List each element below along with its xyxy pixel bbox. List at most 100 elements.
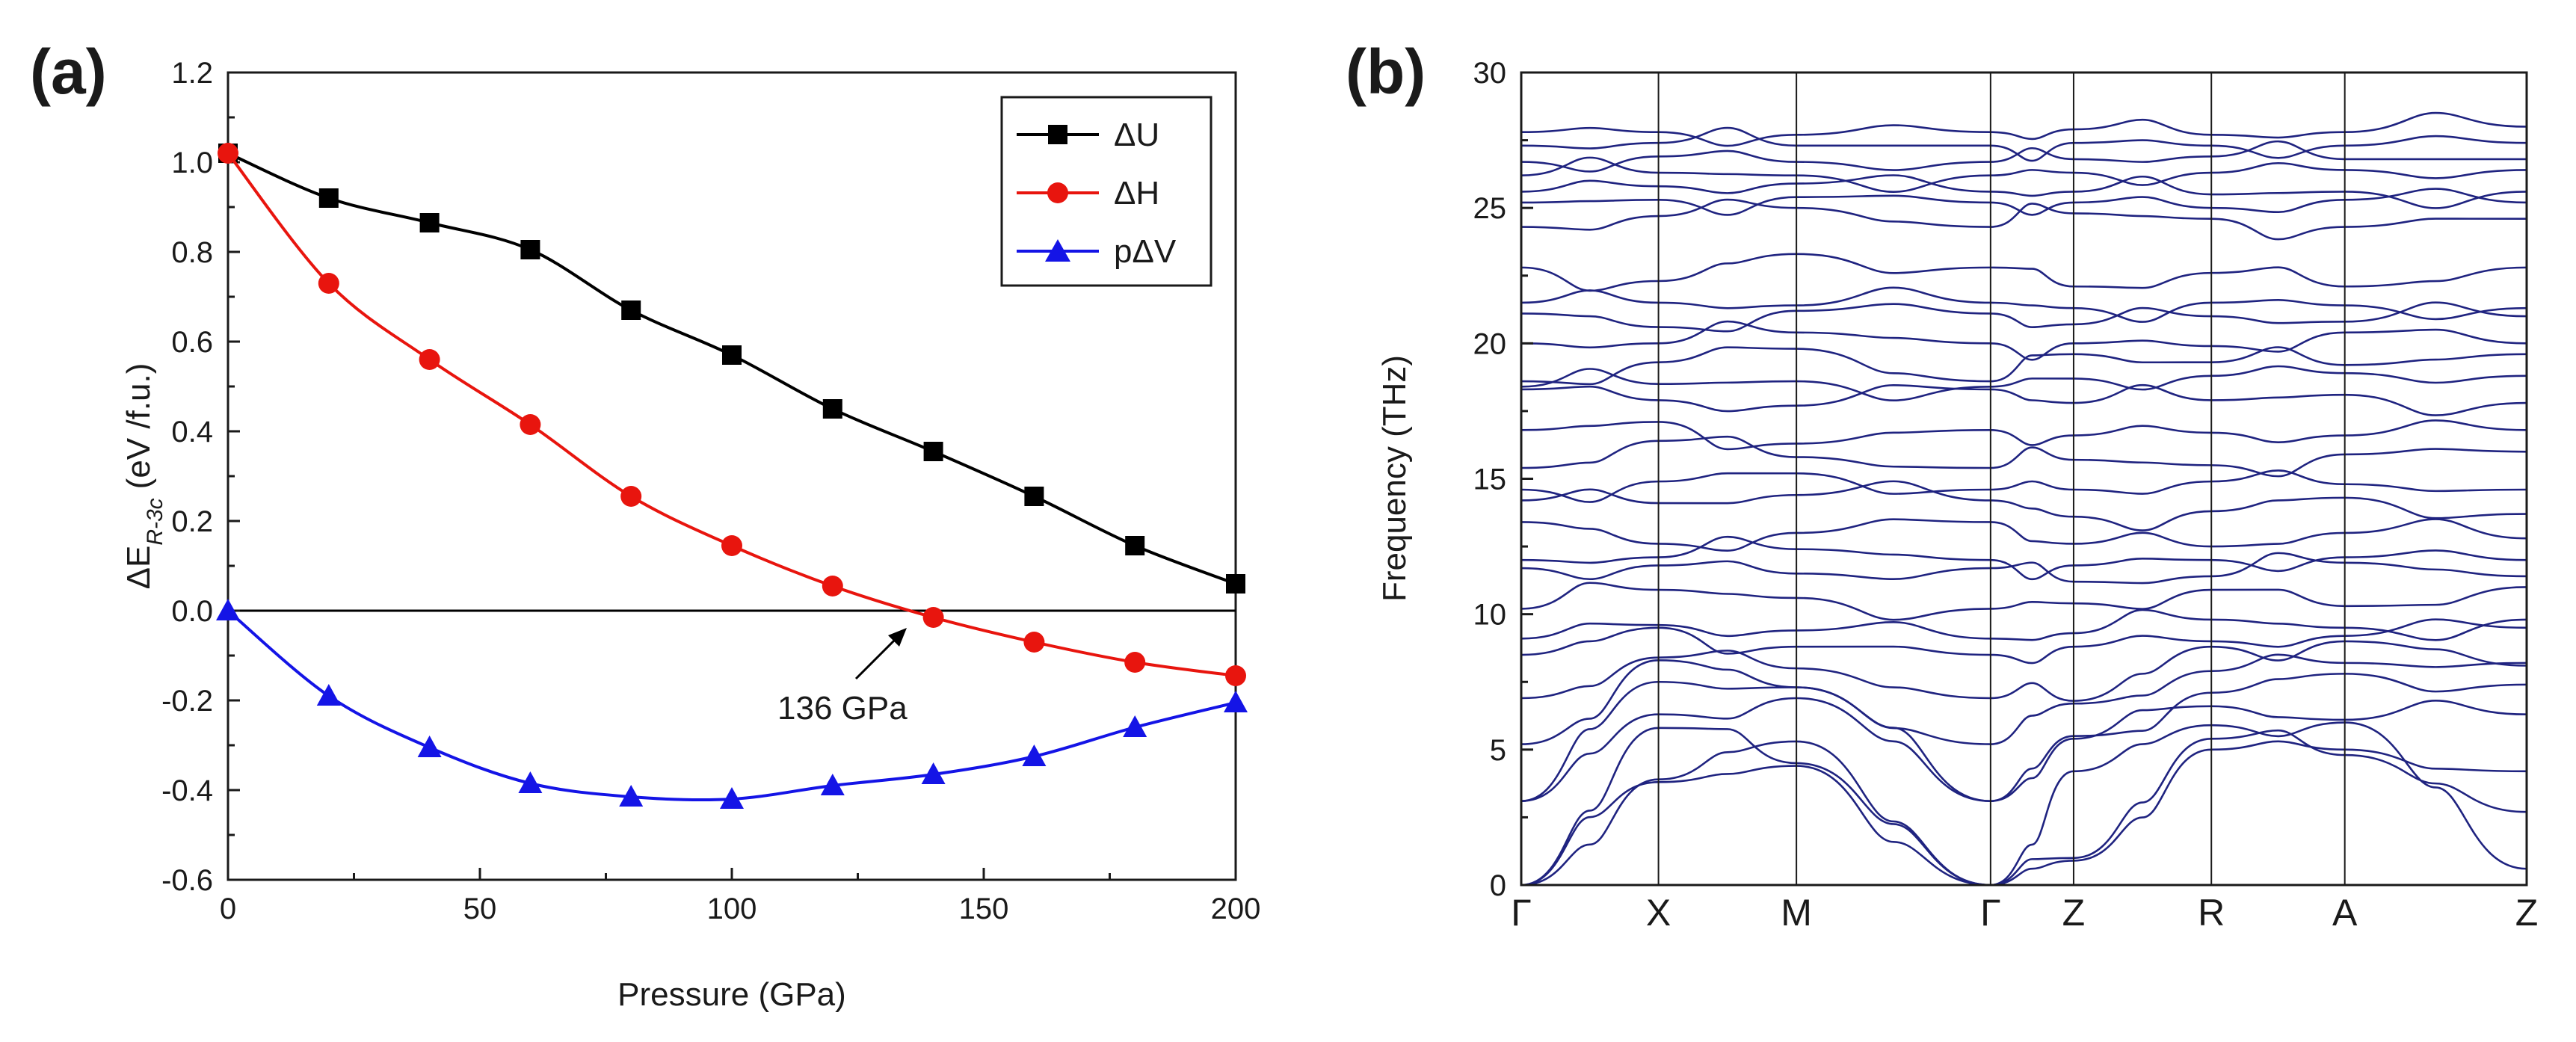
data-point-pdv <box>720 787 744 809</box>
panel-a-legend: ΔU ΔH pΔV <box>1000 96 1212 287</box>
y-tick-label: 10 <box>1473 599 1507 632</box>
legend-label-pdv: pΔV <box>1114 233 1177 270</box>
kpoint-label: Z <box>2515 892 2539 934</box>
phonon-band <box>1520 535 2527 581</box>
phonon-band <box>1520 188 2527 216</box>
data-point-du <box>822 399 842 419</box>
phonon-band <box>1520 729 2527 887</box>
data-point-dh <box>318 273 339 294</box>
data-point-pdv <box>1123 715 1147 737</box>
data-point-dh <box>922 607 944 628</box>
data-point-pdv <box>1022 744 1047 766</box>
phonon-band <box>1520 174 2527 209</box>
data-point-du <box>1024 487 1044 506</box>
panel-a-series <box>216 143 1248 809</box>
panel-a-y-ticks: -0.6 -0.4 -0.2 0.0 0.2 0.4 0.6 0.8 1.0 1.2 <box>161 57 240 897</box>
panel-a-label: (a) <box>30 37 107 107</box>
data-point-pdv <box>921 762 946 784</box>
y-axis-title-subscript: R-3c <box>143 498 167 545</box>
x-tick-label: 150 <box>959 893 1009 925</box>
panel-b-phonon-bands <box>1520 111 2527 887</box>
data-point-dh <box>822 576 843 596</box>
legend-entry-pdv: pΔV <box>1017 233 1177 270</box>
series-line-2 <box>227 609 1236 802</box>
y-tick-label: 20 <box>1473 327 1507 360</box>
y-tick-label: 0.4 <box>171 416 213 448</box>
kpoint-label: Z <box>2062 892 2086 934</box>
y-tick-label: 5 <box>1490 734 1506 767</box>
panel-b-y-ticks: 0 5 10 15 20 25 30 <box>1473 57 1533 902</box>
phonon-band <box>1520 640 2527 702</box>
kpoint-label: R <box>2198 892 2225 934</box>
series-line-1 <box>227 152 1236 677</box>
data-point-du <box>419 213 440 232</box>
data-point-du <box>520 240 540 259</box>
x-tick-label: 50 <box>463 893 497 925</box>
y-axis-title-main: ΔE <box>120 546 157 590</box>
phonon-band <box>1520 301 2527 333</box>
y-tick-label: 0 <box>1490 869 1506 902</box>
data-point-pdv <box>1224 691 1248 712</box>
y-tick-label: 1.0 <box>171 147 213 179</box>
phonon-band <box>1520 365 2527 401</box>
annotation-text: 136 GPa <box>777 690 908 727</box>
legend-entry-dh: ΔH <box>1017 175 1159 212</box>
data-point-pdv <box>820 774 845 795</box>
y-tick-label: 25 <box>1473 192 1507 225</box>
phonon-band <box>1520 552 2527 585</box>
phonon-band <box>1520 286 2527 323</box>
panel-b: (b) 0 5 10 15 20 25 30 Γ X M Γ Z R A Z Frequency (THz… <box>1346 37 2538 934</box>
y-tick-label: -0.2 <box>161 685 213 718</box>
y-tick-label: 15 <box>1473 463 1507 496</box>
panel-a-x-ticks: 0 50 100 150 200 <box>220 868 1260 925</box>
phonon-band <box>1520 721 2527 887</box>
phonon-band <box>1520 618 2527 665</box>
kpoint-label: Γ <box>1980 892 2001 934</box>
legend-marker-du <box>1048 125 1067 144</box>
phonon-band <box>1520 111 2527 147</box>
data-point-dh <box>218 143 238 164</box>
y-tick-label: 30 <box>1473 57 1507 90</box>
phonon-band <box>1520 608 2527 641</box>
annotation-arrow-line <box>854 632 902 680</box>
phonon-band <box>1520 253 2527 292</box>
data-point-pdv <box>518 771 543 793</box>
phonon-band <box>1520 740 2527 887</box>
y-tick-label: -0.4 <box>161 774 213 807</box>
x-tick-label: 100 <box>707 893 757 925</box>
data-point-dh <box>1023 632 1045 653</box>
data-point-dh <box>520 414 541 435</box>
phonon-band <box>1520 156 2527 193</box>
x-tick-label: 0 <box>220 893 236 925</box>
y-tick-label: 0.8 <box>171 236 213 269</box>
data-point-du <box>923 442 943 461</box>
data-point-dh <box>721 535 742 556</box>
kpoint-label: M <box>1781 892 1812 934</box>
phonon-band <box>1520 582 2527 621</box>
data-point-du <box>1125 536 1145 555</box>
data-point-pdv <box>417 736 442 757</box>
panel-b-kpoint-dividers <box>1657 73 2346 885</box>
y-tick-label: 0.2 <box>171 505 213 538</box>
phonon-band <box>1520 469 2527 503</box>
legend-entry-du: ΔU <box>1017 117 1159 153</box>
data-point-du <box>1226 574 1245 594</box>
phonon-band <box>1520 140 2527 173</box>
legend-marker-dh <box>1047 182 1068 203</box>
y-axis-title-units: (eV /f.u.) <box>120 363 157 490</box>
kpoint-label: Γ <box>1511 892 1532 934</box>
y-tick-label: 0.0 <box>171 595 213 628</box>
panel-a: (a) 0 50 100 150 200 -0.6 -0.4 -0.2 0.0 0.2 0.4 0.… <box>30 37 1260 1013</box>
y-tick-label: 1.2 <box>171 57 213 90</box>
phonon-band <box>1520 697 2527 802</box>
panel-a-x-axis-title: Pressure (GPa) <box>617 976 846 1013</box>
data-point-dh <box>1124 652 1146 673</box>
data-point-du <box>318 188 339 208</box>
data-point-pdv <box>316 684 341 706</box>
data-point-pdv <box>619 785 644 807</box>
data-point-dh <box>419 349 440 370</box>
y-tick-label: -0.6 <box>161 864 213 897</box>
phonon-band <box>1520 320 2527 361</box>
phonon-band <box>1520 198 2527 241</box>
